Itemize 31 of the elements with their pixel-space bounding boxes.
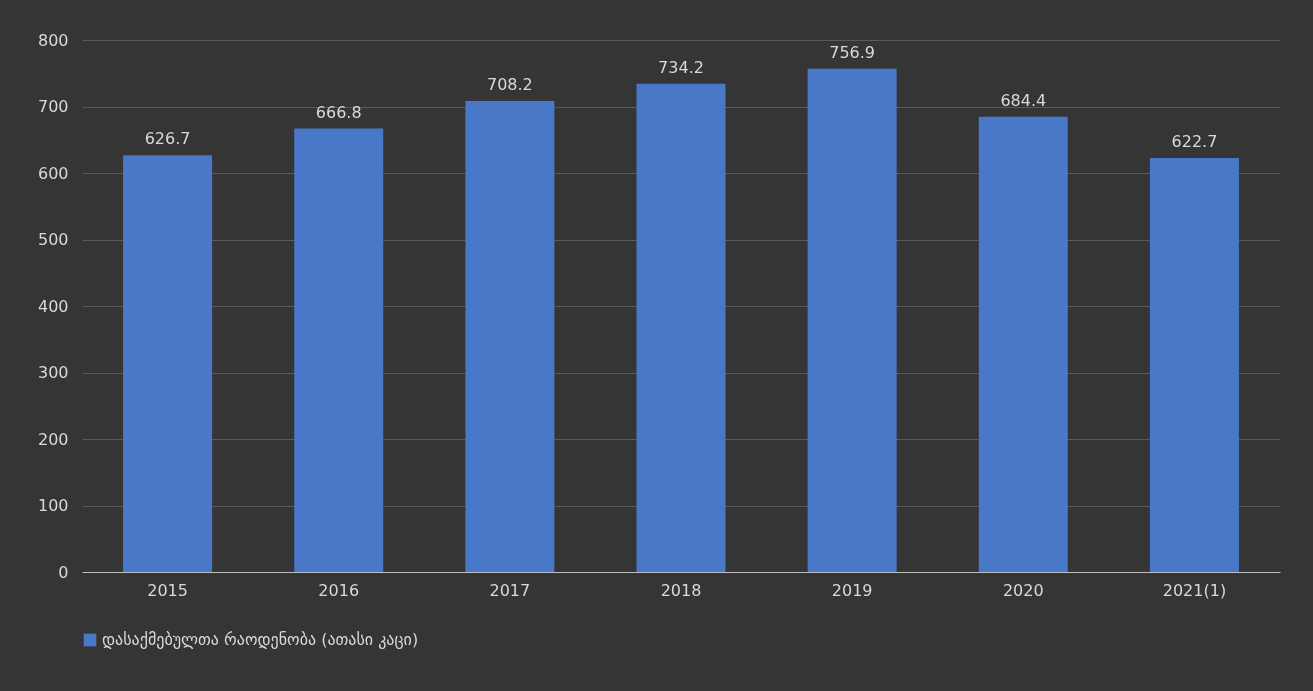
x-tick-label: 2019 — [831, 580, 873, 600]
y-tick-label: 700 — [37, 97, 69, 116]
y-tick-label: 300 — [37, 363, 69, 382]
bar — [465, 101, 555, 572]
bar — [978, 116, 1068, 572]
x-tick-label: 2015 — [147, 580, 188, 600]
bar — [1149, 157, 1239, 572]
data-label: 734.2 — [658, 57, 704, 77]
x-tick-label: 2021(1) — [1162, 580, 1227, 600]
y-tick-label: 200 — [37, 429, 69, 449]
y-tick-label: 100 — [37, 496, 69, 515]
bar — [807, 68, 897, 572]
x-tick-label: 2016 — [318, 580, 360, 600]
x-tick-label: 2020 — [1002, 580, 1044, 600]
data-label: 626.7 — [144, 129, 191, 149]
bar — [294, 128, 384, 572]
bar — [636, 83, 726, 572]
y-tick-label: 600 — [37, 163, 69, 183]
y-tick-label: 500 — [37, 230, 69, 249]
data-label: 756.9 — [829, 42, 876, 62]
legend-label: დასაქმებულთა რაოდენობა (ათასი კაცი) — [102, 630, 419, 649]
y-tick-label: 400 — [37, 296, 69, 316]
data-label: 622.7 — [1171, 131, 1218, 151]
bar — [123, 155, 213, 572]
data-label: 666.8 — [315, 102, 362, 122]
x-tick-label: 2018 — [660, 580, 702, 600]
y-tick-label: 0 — [58, 562, 69, 582]
data-label: 684.4 — [1000, 90, 1047, 110]
y-tick-label: 800 — [37, 30, 69, 50]
data-label: 708.2 — [486, 75, 533, 95]
x-tick-label: 2017 — [489, 580, 531, 600]
